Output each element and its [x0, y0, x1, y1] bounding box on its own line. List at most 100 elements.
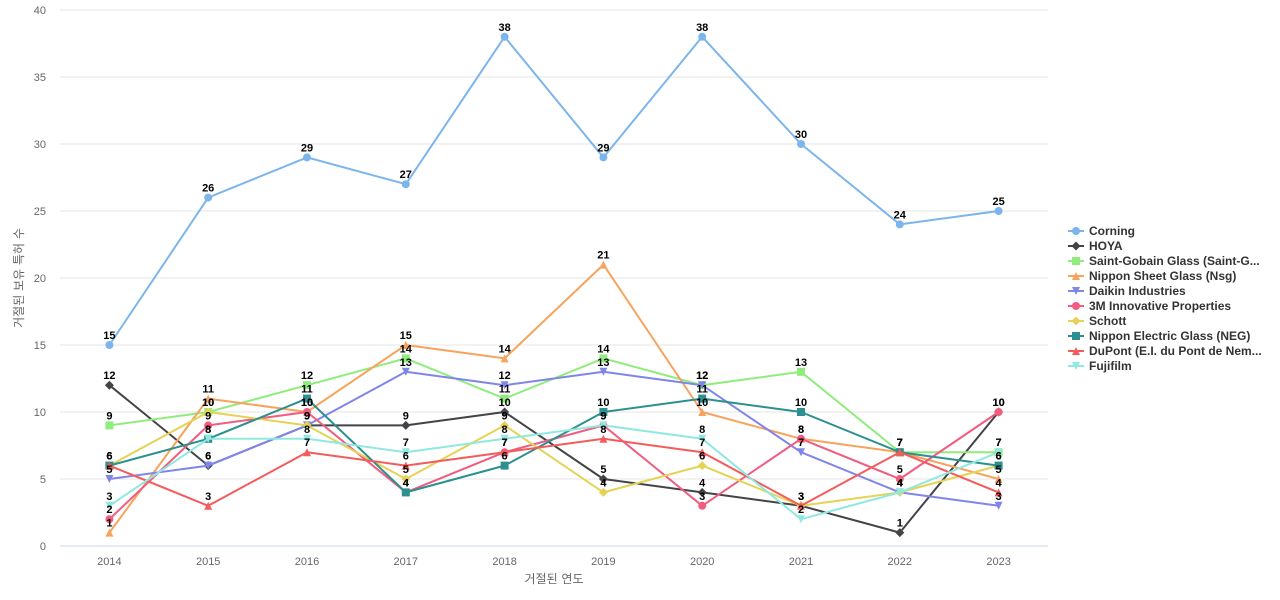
- data-point: [994, 408, 1003, 416]
- legend-label: Schott: [1089, 314, 1126, 328]
- legend-item[interactable]: Schott: [1068, 314, 1126, 328]
- legend-item[interactable]: Daikin Industries: [1068, 284, 1186, 298]
- y-tick-label: 30: [34, 139, 46, 151]
- data-point: [303, 394, 311, 403]
- x-tick-label: 2023: [986, 556, 1010, 568]
- data-label: 5: [996, 464, 1002, 476]
- data-point: [895, 220, 904, 229]
- y-tick-label: 0: [40, 541, 46, 553]
- data-point: [895, 475, 904, 483]
- legend-label: Saint-Gobain Glass (Saint-G...: [1089, 254, 1260, 268]
- data-point: [204, 461, 213, 470]
- data-label: 5: [897, 464, 903, 476]
- data-point: [599, 153, 608, 162]
- data-label: 4: [897, 477, 904, 489]
- data-point: [500, 381, 509, 390]
- data-label: 7: [897, 437, 903, 449]
- data-point: [599, 434, 608, 443]
- y-tick-label: 25: [34, 206, 46, 218]
- data-point: [204, 193, 213, 202]
- data-label: 15: [103, 330, 115, 342]
- data-label: 4: [600, 477, 607, 489]
- series-line: [108, 437, 1000, 507]
- data-label: 38: [498, 22, 510, 34]
- data-point: [797, 448, 805, 457]
- data-label: 10: [992, 397, 1004, 409]
- data-point: [895, 448, 904, 457]
- data-point: [303, 381, 311, 390]
- data-label: 8: [502, 424, 508, 436]
- legend-item[interactable]: DuPont (E.I. du Pont de Nem...: [1068, 344, 1262, 358]
- data-label: 9: [106, 410, 112, 422]
- data-point: [401, 461, 410, 470]
- data-point: [105, 528, 114, 537]
- data-label: 5: [600, 464, 606, 476]
- x-tick-label: 2019: [591, 556, 615, 568]
- y-tick-label: 35: [34, 72, 46, 84]
- data-point: [697, 487, 707, 497]
- data-point: [105, 341, 114, 349]
- legend-label: Nippon Sheet Glass (Nsg): [1089, 269, 1236, 283]
- series-10: [105, 421, 1003, 524]
- legend-item[interactable]: Nippon Electric Glass (NEG): [1068, 329, 1250, 343]
- data-point: [994, 501, 1003, 510]
- data-label: 9: [304, 410, 310, 422]
- legend-item[interactable]: Fujifilm: [1068, 359, 1132, 373]
- data-label: 26: [202, 183, 214, 195]
- data-point: [303, 448, 311, 457]
- data-label: 2: [106, 504, 112, 516]
- y-axis-ticks: 0 5 10 15 20 25 30 35 40: [34, 5, 46, 553]
- data-point: [204, 421, 213, 430]
- data-label: 38: [696, 22, 708, 34]
- legend-symbol: [1072, 257, 1080, 265]
- data-label: 7: [699, 437, 705, 449]
- data-point: [797, 434, 805, 443]
- data-label: 8: [798, 424, 804, 436]
- data-point: [598, 474, 608, 484]
- data-point: [105, 515, 114, 524]
- data-point: [401, 367, 410, 376]
- data-label: 4: [699, 477, 706, 489]
- legend-item[interactable]: Saint-Gobain Glass (Saint-G...: [1068, 254, 1260, 268]
- legend-item[interactable]: Nippon Sheet Glass (Nsg): [1068, 269, 1236, 283]
- data-point: [895, 528, 905, 538]
- legend-item[interactable]: Corning: [1068, 224, 1135, 238]
- data-point: [104, 380, 114, 390]
- legend-item[interactable]: 3M Innovative Properties: [1068, 299, 1231, 313]
- data-label: 10: [498, 397, 510, 409]
- data-point: [401, 341, 410, 349]
- data-label: 6: [205, 451, 211, 463]
- data-point: [500, 32, 509, 41]
- data-label: 15: [400, 330, 412, 342]
- data-point: [895, 488, 904, 497]
- data-point: [599, 408, 608, 416]
- y-axis-title: 거절된 보유 특허 수: [12, 228, 26, 328]
- legend-label: Fujifilm: [1089, 359, 1132, 373]
- series-1: [105, 32, 1003, 349]
- data-label: 4: [403, 477, 410, 489]
- data-label: 12: [696, 370, 708, 382]
- data-label: 6: [205, 451, 211, 463]
- data-label: 12: [301, 370, 313, 382]
- data-label: 8: [205, 424, 211, 436]
- data-point: [105, 421, 114, 430]
- data-label: 4: [996, 477, 1003, 489]
- data-label: 7: [502, 437, 508, 449]
- x-tick-label: 2016: [295, 556, 319, 568]
- legend-item[interactable]: HOYA: [1068, 239, 1123, 253]
- data-label: 2: [798, 504, 804, 516]
- data-label: 12: [103, 370, 115, 382]
- legend-symbol: [1072, 227, 1080, 235]
- legend-symbol: [1072, 302, 1080, 310]
- legend-symbol: [1072, 272, 1080, 280]
- data-point: [698, 501, 707, 510]
- data-label: 6: [502, 451, 508, 463]
- data-label: 7: [502, 437, 508, 449]
- legend-symbol: [1072, 287, 1080, 295]
- data-point: [500, 407, 510, 417]
- data-label: 3: [106, 491, 112, 503]
- x-tick-label: 2014: [97, 556, 121, 568]
